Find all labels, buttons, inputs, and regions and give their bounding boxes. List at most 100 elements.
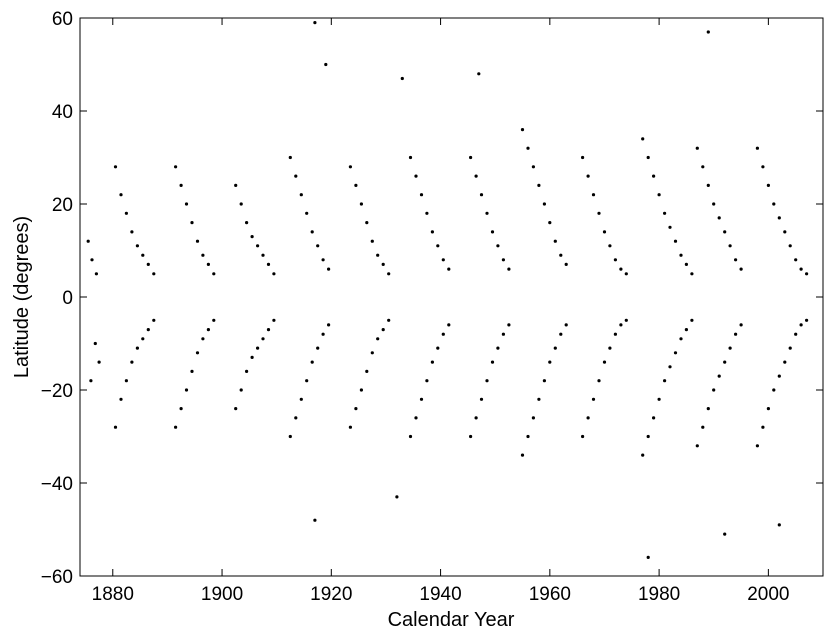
data-point	[553, 239, 557, 243]
data-point	[370, 239, 374, 243]
data-point	[597, 379, 601, 383]
data-point	[537, 397, 541, 401]
data-point	[316, 346, 320, 350]
data-point	[381, 262, 385, 266]
data-point	[288, 434, 292, 439]
data-point	[717, 374, 721, 378]
data-point	[201, 337, 205, 341]
y-tick-label: −20	[41, 381, 73, 402]
data-point	[602, 230, 607, 234]
data-point	[408, 155, 413, 160]
data-point	[119, 397, 123, 401]
data-point	[354, 407, 358, 411]
data-point	[195, 351, 200, 355]
data-point	[690, 272, 694, 276]
data-point	[805, 272, 809, 276]
data-point	[490, 230, 495, 234]
x-tick-label: 1980	[638, 584, 680, 605]
data-point	[419, 397, 424, 401]
data-point	[619, 267, 623, 271]
data-point	[387, 272, 391, 276]
data-point	[548, 360, 552, 364]
data-point	[755, 444, 760, 448]
data-point	[130, 360, 134, 364]
data-point	[408, 434, 413, 439]
data-point	[245, 369, 249, 373]
data-point	[370, 351, 374, 355]
data-point	[146, 328, 150, 332]
data-point	[485, 211, 489, 215]
data-point	[794, 332, 798, 336]
data-point	[447, 323, 451, 327]
data-point	[646, 555, 650, 560]
data-point	[657, 193, 661, 197]
data-point	[712, 388, 716, 392]
data-point	[652, 416, 656, 420]
y-tick-label: 40	[52, 102, 73, 123]
y-axis-label: Latitude (degrees)	[11, 216, 33, 378]
data-point	[772, 388, 776, 392]
data-point	[734, 332, 738, 336]
data-point	[777, 523, 781, 527]
data-point	[400, 76, 404, 81]
data-point	[548, 221, 552, 225]
data-point	[652, 174, 656, 178]
data-point	[788, 346, 792, 350]
data-point	[485, 379, 489, 383]
x-tick-label: 1940	[419, 584, 461, 605]
data-point	[701, 165, 705, 169]
data-point	[124, 211, 128, 215]
data-point	[657, 397, 661, 401]
data-point	[723, 230, 727, 234]
data-point	[501, 258, 505, 262]
data-point	[135, 244, 139, 248]
data-point	[119, 193, 123, 197]
data-point	[354, 183, 358, 187]
data-point	[310, 360, 314, 364]
data-point	[581, 155, 585, 160]
data-point	[608, 346, 612, 350]
data-point	[250, 355, 254, 359]
y-tick-label: 60	[52, 9, 73, 30]
x-tick-label: 1880	[92, 584, 134, 605]
data-point	[436, 346, 440, 350]
data-point	[805, 318, 809, 322]
data-point	[537, 183, 541, 187]
data-point	[141, 337, 145, 341]
data-point	[755, 146, 760, 150]
data-point	[113, 165, 118, 169]
data-point	[474, 416, 478, 420]
data-point	[348, 425, 352, 429]
data-point	[425, 379, 429, 383]
data-point	[559, 253, 563, 257]
data-point	[395, 495, 399, 499]
data-point	[348, 165, 352, 169]
data-point	[679, 337, 683, 341]
data-point	[526, 434, 530, 439]
data-point	[706, 30, 710, 34]
data-point	[542, 202, 547, 206]
data-point	[184, 388, 189, 392]
data-point	[581, 434, 585, 439]
data-point	[706, 407, 710, 411]
data-point	[761, 165, 765, 169]
data-point	[479, 193, 484, 197]
data-point	[414, 174, 418, 178]
data-point	[469, 155, 473, 160]
data-point	[542, 379, 547, 383]
data-point	[414, 416, 418, 420]
data-point	[245, 221, 249, 225]
x-tick-label: 1960	[529, 584, 571, 605]
data-point	[723, 360, 727, 364]
data-point	[668, 225, 672, 229]
data-point	[591, 193, 596, 197]
data-point	[777, 216, 781, 220]
data-point	[531, 416, 536, 420]
data-point	[695, 444, 699, 448]
data-point	[469, 434, 473, 439]
data-point	[602, 360, 607, 364]
data-point	[436, 244, 440, 248]
data-point	[294, 174, 298, 178]
data-point	[239, 388, 243, 392]
data-point	[684, 328, 689, 332]
